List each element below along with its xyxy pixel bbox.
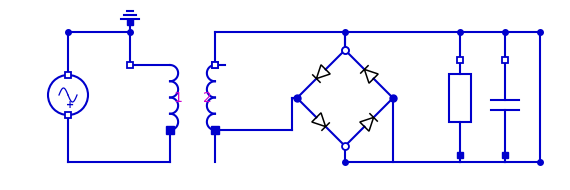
Text: +: + (66, 100, 74, 110)
Text: 1: 1 (173, 90, 182, 105)
Text: 2: 2 (203, 90, 212, 105)
Bar (449, 74, 471, 122)
